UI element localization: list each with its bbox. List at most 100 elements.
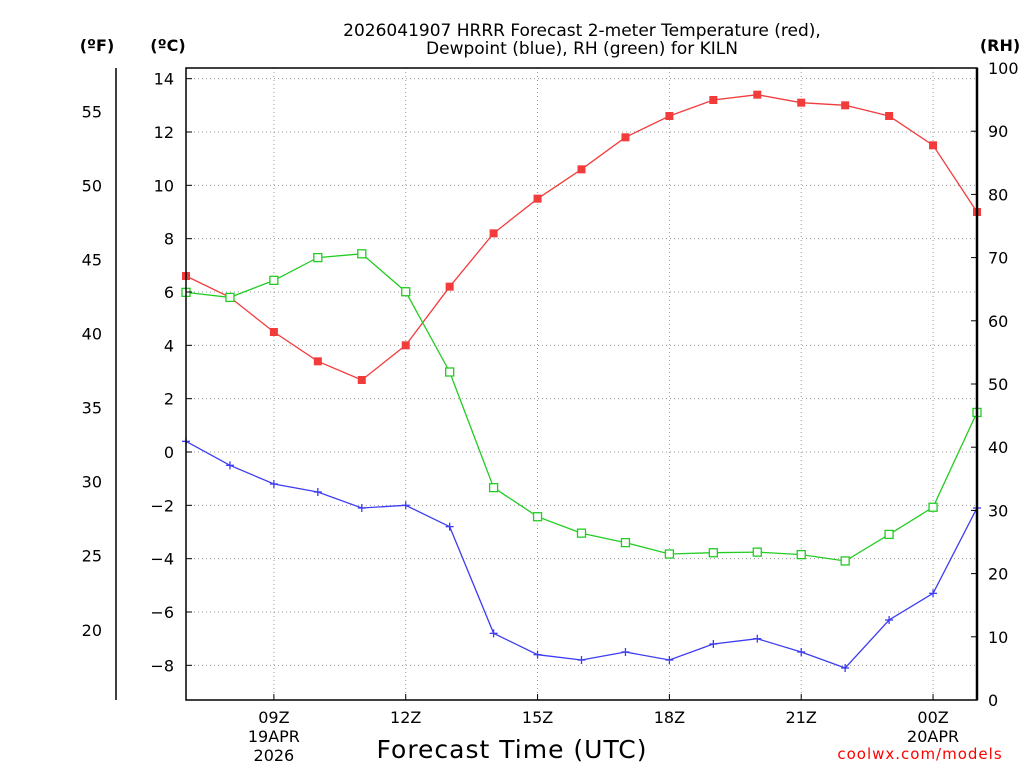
rh-tick-label: 40 <box>988 438 1008 457</box>
series-layer <box>181 90 982 672</box>
rh-point <box>269 275 279 286</box>
dewpoint-point <box>929 589 938 598</box>
dewpoint-point <box>225 461 234 470</box>
temperature-point <box>445 282 454 291</box>
rh-point <box>752 547 762 557</box>
dewpoint-point <box>445 522 454 531</box>
x-tick-label: 21Z <box>786 708 817 727</box>
fahrenheit-tick-label: 45 <box>82 250 102 269</box>
celsius-tick-label: −6 <box>150 603 174 622</box>
rh-point <box>225 292 235 303</box>
rh-point <box>357 249 367 259</box>
rh-tick-label: 50 <box>988 375 1008 394</box>
temperature-point <box>753 90 762 99</box>
dewpoint-point <box>753 634 762 643</box>
rh-tick-label: 30 <box>988 501 1008 520</box>
celsius-tick-label: −2 <box>150 496 174 515</box>
temperature-point <box>313 357 322 366</box>
celsius-tick-label: 12 <box>154 123 174 142</box>
chart-title-line1: 2026041907 HRRR Forecast 2-meter Tempera… <box>343 21 821 41</box>
rh-line <box>185 253 978 562</box>
rh-point <box>445 367 455 377</box>
temperature-point <box>577 165 586 174</box>
dewpoint-point <box>533 650 542 659</box>
chart-title-line2: Dewpoint (blue), RH (green) for KILN <box>426 39 738 59</box>
temperature-point <box>621 133 630 142</box>
celsius-tick-label: 2 <box>164 390 174 409</box>
dewpoint-point <box>357 504 366 512</box>
credit-text: coolwx.com/models <box>837 745 1002 763</box>
temperature-point <box>489 229 498 238</box>
x-tick-year-label: 2026 <box>254 746 295 765</box>
celsius-tick-label: 4 <box>164 336 174 355</box>
rh-point <box>928 502 938 512</box>
rh-tick-label: 10 <box>988 628 1008 647</box>
dewpoint-point <box>665 656 674 664</box>
dewpoint-line <box>185 440 978 669</box>
celsius-tick-label: −8 <box>150 656 174 675</box>
fahrenheit-unit-label: (ºF) <box>80 36 115 55</box>
dewpoint-point <box>797 648 806 656</box>
temperature-line <box>185 94 978 381</box>
celsius-tick-label: −4 <box>150 550 174 569</box>
temperature-point <box>841 101 850 110</box>
rh-point <box>532 512 543 522</box>
dewpoint-point <box>489 629 498 638</box>
rh-point <box>840 556 850 566</box>
x-tick-label: 00Z <box>917 708 948 727</box>
dewpoint-point <box>577 656 586 664</box>
x-tick-label: 12Z <box>390 708 421 727</box>
celsius-tick-label: 0 <box>164 443 174 462</box>
rh-tick-label: 80 <box>988 185 1008 204</box>
rh-tick-label: 70 <box>988 249 1008 268</box>
rh-point <box>488 482 499 493</box>
fahrenheit-tick-label: 30 <box>82 473 102 492</box>
temperature-point <box>401 341 410 350</box>
rh-point <box>620 537 631 548</box>
temperature-point <box>665 112 674 120</box>
x-axis-label: Forecast Time (UTC) <box>377 735 648 764</box>
dewpoint-point <box>709 640 718 648</box>
celsius-tick-label: 14 <box>154 70 174 89</box>
dewpoint-point <box>841 664 850 672</box>
rh-point <box>313 252 323 263</box>
fahrenheit-tick-label: 55 <box>82 102 102 121</box>
temperature-point <box>885 112 894 120</box>
celsius-tick-label: 8 <box>164 230 174 249</box>
rh-tick-label: 100 <box>988 59 1019 78</box>
rh-point <box>708 548 718 558</box>
grid-lines <box>186 68 977 700</box>
temperature-point <box>797 98 806 107</box>
celsius-tick-label: 6 <box>164 283 174 302</box>
dewpoint-point <box>621 648 630 656</box>
rh-tick-label: 60 <box>988 312 1008 331</box>
rh-point <box>796 549 806 560</box>
fahrenheit-tick-label: 25 <box>82 547 102 566</box>
x-tick-label: 18Z <box>654 708 685 727</box>
temperature-point <box>357 376 366 384</box>
rh-tick-label: 20 <box>988 565 1008 584</box>
temperature-point <box>533 194 542 203</box>
dewpoint-point <box>269 480 278 488</box>
celsius-unit-label: (ºC) <box>150 36 185 55</box>
rh-point <box>884 529 894 540</box>
fahrenheit-tick-label: 50 <box>82 176 102 195</box>
dewpoint-point <box>313 488 322 496</box>
temperature-point <box>269 328 278 336</box>
celsius-tick-label: 10 <box>154 176 174 195</box>
plot-frame <box>185 67 978 701</box>
fahrenheit-tick-label: 40 <box>82 324 102 343</box>
rh-tick-label: 0 <box>988 691 998 710</box>
rh-unit-label: (RH) <box>980 36 1020 55</box>
rh-point <box>576 528 587 538</box>
dewpoint-point <box>885 616 894 624</box>
rh-tick-label: 90 <box>988 122 1008 141</box>
dewpoint-point <box>401 501 410 510</box>
fahrenheit-tick-label: 35 <box>82 399 102 418</box>
x-tick-label: 15Z <box>522 708 553 727</box>
temperature-point <box>709 96 718 104</box>
x-tick-label: 09Z <box>258 708 289 727</box>
